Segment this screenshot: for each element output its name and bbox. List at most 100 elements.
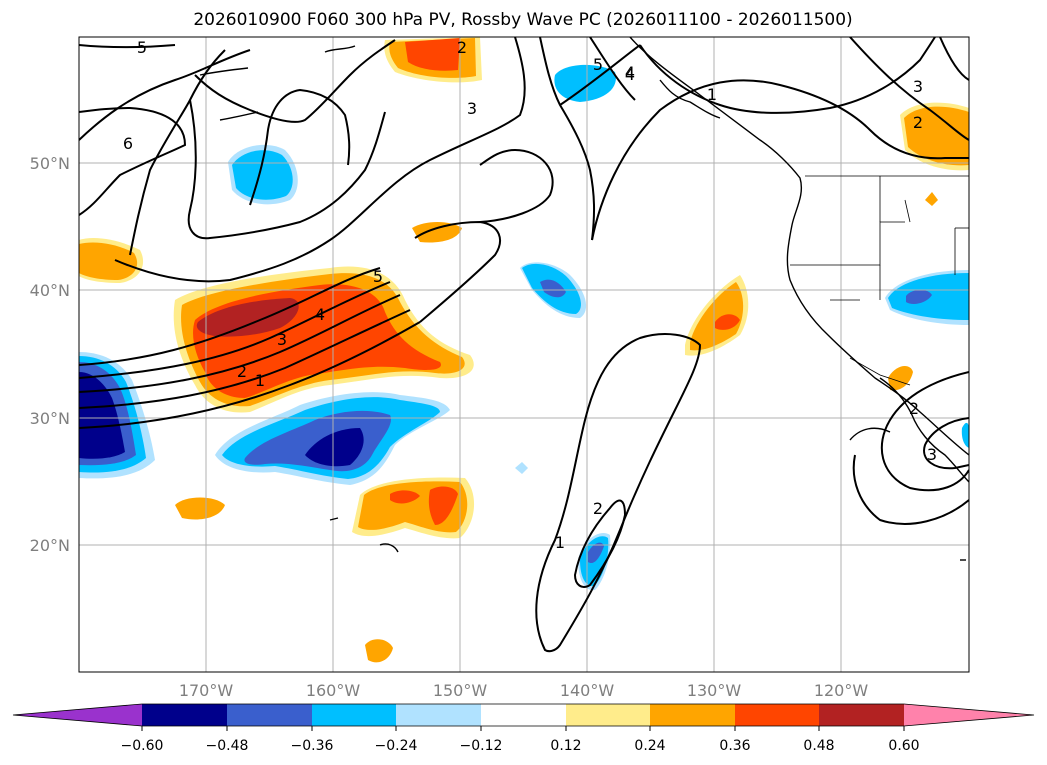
contour-3-jet bbox=[79, 294, 401, 393]
colorbar: −0.60 −0.48 −0.36 −0.24 −0.12 0.12 0.24 … bbox=[12, 703, 1035, 754]
contour-4-west bbox=[129, 49, 226, 256]
colorbar-tick-label: 0.36 bbox=[719, 738, 750, 754]
contour-1-jet bbox=[79, 321, 421, 429]
small-positive-45n bbox=[412, 222, 462, 243]
contour-label: 3 bbox=[927, 445, 937, 464]
political-borders bbox=[790, 175, 969, 386]
contour-4-loop bbox=[187, 99, 386, 240]
contour-label: 5 bbox=[137, 38, 147, 57]
contour-5-jet bbox=[79, 267, 381, 366]
coastlines bbox=[199, 37, 969, 561]
lat-label: 40°N bbox=[30, 281, 70, 300]
contour-3-ne bbox=[939, 37, 969, 81]
top-center-negative bbox=[554, 64, 616, 102]
contour-label: 3 bbox=[913, 77, 923, 96]
contour-3-big bbox=[114, 37, 526, 283]
colorbar-tick-label: −0.24 bbox=[375, 738, 418, 754]
ne-positive bbox=[904, 106, 969, 166]
contour-3-ridge bbox=[639, 37, 936, 114]
small-positive-mexico bbox=[888, 366, 913, 391]
contour-4-north bbox=[589, 37, 636, 101]
contour-label: 4 bbox=[315, 305, 325, 324]
map-gridlines bbox=[79, 37, 969, 672]
lon-label: 160°W bbox=[306, 681, 361, 700]
contour-4-jet bbox=[79, 281, 391, 379]
colorbar-bin bbox=[650, 704, 735, 726]
map-frame bbox=[78, 36, 970, 673]
contour-label: 3 bbox=[277, 330, 287, 349]
colorbar-tick-label: −0.12 bbox=[460, 738, 503, 754]
west-negative-0.48 bbox=[79, 372, 125, 459]
tiny-positive-idaho bbox=[925, 192, 938, 206]
colorbar-bin bbox=[481, 704, 566, 726]
pc-contours bbox=[79, 37, 969, 653]
contour-2-east bbox=[539, 37, 596, 241]
contour-2-east-loop bbox=[880, 371, 969, 492]
lon-label: 170°W bbox=[179, 681, 234, 700]
contour-2-jet bbox=[79, 309, 411, 409]
colorbar-bin bbox=[227, 704, 312, 726]
colorbar-tick-label: 0.24 bbox=[634, 738, 665, 754]
contour-label: 2 bbox=[457, 38, 467, 57]
map-title: 2026010900 F060 300 hPa PV, Rossby Wave … bbox=[193, 10, 852, 30]
negative-19n-inner bbox=[588, 542, 604, 564]
east-negative-inner bbox=[906, 289, 932, 304]
contour-label: 1 bbox=[707, 85, 717, 104]
colorbar-tick-label: −0.60 bbox=[121, 738, 164, 754]
colorbar-bin bbox=[566, 704, 650, 726]
small-positive-23n bbox=[175, 497, 225, 520]
contour-2-ridge bbox=[591, 79, 969, 241]
latitude-labels: 50°N 40°N 30°N 20°N bbox=[30, 154, 70, 555]
contour-5-north bbox=[559, 44, 641, 106]
contour-2-south-loop bbox=[573, 499, 627, 588]
colorbar-tick-label: −0.36 bbox=[291, 738, 334, 754]
contour-label: 2 bbox=[913, 113, 923, 132]
colorbar-tick-label: −0.48 bbox=[206, 738, 249, 754]
positive-35n-inner bbox=[715, 314, 740, 330]
contour-label: 2 bbox=[593, 499, 603, 518]
lat-label: 20°N bbox=[30, 536, 70, 555]
lat-label: 50°N bbox=[30, 154, 70, 173]
colorbar-tick-label: 0.12 bbox=[550, 738, 581, 754]
colorbar-tick-label: 0.60 bbox=[888, 738, 919, 754]
pv-fill-regions bbox=[79, 37, 969, 663]
longitude-labels: 170°W 160°W 150°W 140°W 130°W 120°W bbox=[179, 681, 869, 700]
contour-labels: 5 6 3 2 4 1 5 4 3 2 1 2 1 4 5 3 2 2 3 bbox=[123, 38, 937, 552]
contour-3-east-loop bbox=[923, 417, 969, 470]
positive-anomaly-0.48 bbox=[196, 298, 299, 337]
contour-label: 3 bbox=[467, 99, 477, 118]
contour-1-south-loop bbox=[535, 333, 702, 653]
small-positive-12n bbox=[365, 639, 393, 663]
contour-label: 1 bbox=[255, 371, 265, 390]
contour-label: 6 bbox=[123, 134, 133, 153]
colorbar-extend-max bbox=[904, 704, 1034, 726]
lon-label: 140°W bbox=[560, 681, 615, 700]
contour-label: 4 bbox=[625, 63, 635, 82]
top-positive-inner bbox=[405, 38, 460, 71]
contour-5-top bbox=[79, 44, 176, 49]
colorbar-tick-label: 0.48 bbox=[803, 738, 834, 754]
far-west-positive bbox=[79, 242, 138, 280]
contour-label: 1 bbox=[555, 533, 565, 552]
contour-5-loop bbox=[194, 39, 396, 123]
contour-label: 4 bbox=[625, 65, 635, 84]
colorbar-extend-min bbox=[13, 704, 142, 726]
map-area: 5 6 3 2 4 1 5 4 3 2 1 2 1 4 5 3 2 2 3 bbox=[79, 37, 969, 672]
contour-4-inner bbox=[249, 88, 351, 206]
lon-label: 150°W bbox=[433, 681, 488, 700]
contour-label: 2 bbox=[237, 362, 247, 381]
colorbar-bin bbox=[142, 704, 227, 726]
colorbar-bin bbox=[312, 704, 396, 726]
contour-1-loop bbox=[414, 220, 501, 323]
tiny-negative bbox=[515, 462, 528, 474]
contour-2-ne bbox=[849, 37, 969, 141]
contour-label: 5 bbox=[593, 55, 603, 74]
lat-label: 30°N bbox=[30, 409, 70, 428]
subtropical-positive-a bbox=[390, 490, 420, 504]
negative-40n-inner bbox=[540, 279, 566, 298]
negative-anomaly-0.48 bbox=[305, 428, 364, 467]
small-negative-east-edge bbox=[961, 422, 969, 448]
contour-label: 2 bbox=[909, 399, 919, 418]
colorbar-bin bbox=[735, 704, 819, 726]
